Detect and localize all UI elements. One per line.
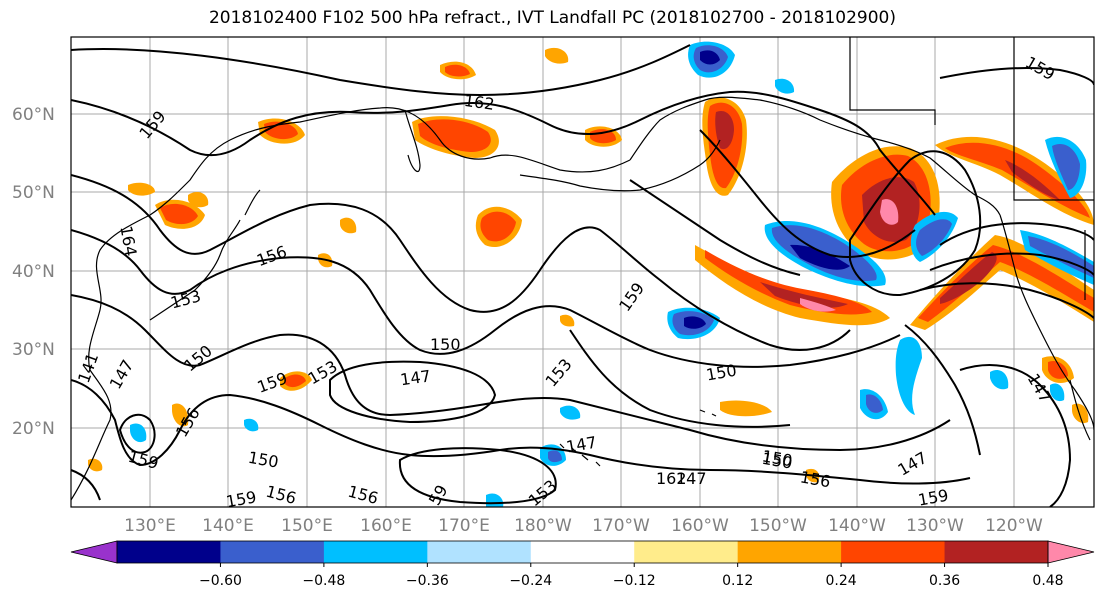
lon-label: 170°W [592,516,650,536]
colorbar-tick-label: 0.24 [826,573,857,589]
colorbar-tick-label: −0.48 [302,573,345,589]
colorbar-extend-low [70,540,118,564]
map-background [71,37,1094,507]
contour-lines [71,44,1094,507]
contour-label: 159 [917,486,950,510]
colorbar [70,540,1095,564]
colorbar-segment [117,541,221,563]
lon-label: 140°W [828,516,886,536]
colorbar-segment [323,541,428,563]
contour-label: 147 [399,366,432,389]
longitude-labels: 130°E 140°E 150°E 160°E 170°E 180°W 170°… [124,516,1043,536]
contour-label: 162 [463,91,496,114]
colorbar-extend-high [1047,540,1095,564]
contour-label: 162 [656,469,687,488]
coastlines [71,37,1094,501]
colorbar-outline [116,540,1049,564]
lat-label: 30°N [12,340,55,360]
lon-label: 180°W [514,516,572,536]
colorbar-ticks: −0.60 −0.48 −0.36 −0.24 −0.12 0.12 0.24 0.36 0.4… [199,563,1064,589]
colorbar-segment [841,541,946,563]
lat-label: 40°N [12,262,55,282]
lon-label: 120°W [985,516,1043,536]
latitude-labels: 20°N 30°N 40°N 50°N 60°N [12,105,55,439]
colorbar-segment [530,541,635,563]
lon-label: 160°W [671,516,729,536]
colorbar-tick-label: 0.12 [722,573,753,589]
lat-label: 20°N [12,419,55,439]
lon-label: 140°E [202,516,254,536]
colorbar-tick-label: −0.60 [199,573,242,589]
contour-label: 147 [676,469,707,488]
contour-label: 159 [224,487,257,511]
lat-label: 50°N [12,183,55,203]
contour-label: 150 [430,335,461,354]
colorbar-segment [634,541,739,563]
colorbar-tick-label: 0.48 [1032,573,1063,589]
lat-label: 60°N [12,105,55,125]
lon-label: 130°W [906,516,964,536]
lon-label: 150°W [749,516,807,536]
colorbar-tick-label: 0.36 [929,573,960,589]
map-title: 2018102400 F102 500 hPa refract., IVT La… [208,8,896,28]
colorbar-segment [944,541,1049,563]
colorbar-tick-label: −0.12 [613,573,656,589]
lon-label: 150°E [281,516,333,536]
colorbar-segment [220,541,325,563]
colorbar-tick-label: −0.24 [509,573,552,589]
lon-label: 130°E [124,516,176,536]
gridlines [71,37,1094,507]
colorbar-segment [427,541,532,563]
map-border [70,36,1095,508]
colorbar-tick-label: −0.36 [406,573,449,589]
lon-label: 160°E [360,516,412,536]
colorbar-segment [737,541,842,563]
lon-label: 170°E [438,516,490,536]
